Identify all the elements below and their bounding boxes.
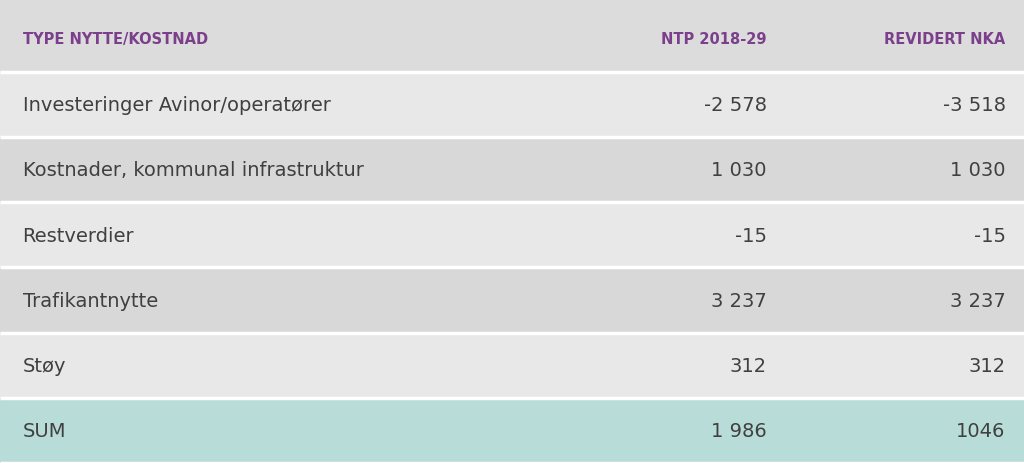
Bar (0, 268, 1024, 332)
Bar (0, 72, 1024, 137)
Text: Støy: Støy (23, 357, 66, 376)
Text: Kostnader, kommunal infrastruktur: Kostnader, kommunal infrastruktur (23, 162, 364, 181)
Text: -15: -15 (735, 226, 767, 245)
Bar (0, 398, 1024, 463)
Bar (0, 137, 1024, 202)
Text: 1 030: 1 030 (950, 162, 1006, 181)
Text: 312: 312 (969, 357, 1006, 376)
Text: Trafikantnytte: Trafikantnytte (23, 292, 158, 311)
Text: 1046: 1046 (956, 422, 1006, 441)
Text: Investeringer Avinor/operatører: Investeringer Avinor/operatører (23, 96, 331, 115)
Text: 312: 312 (730, 357, 767, 376)
Text: 3 237: 3 237 (950, 292, 1006, 311)
Text: REVIDERT NKA: REVIDERT NKA (885, 32, 1006, 47)
Text: 1 986: 1 986 (712, 422, 767, 441)
Text: 1 030: 1 030 (712, 162, 767, 181)
Text: TYPE NYTTE/KOSTNAD: TYPE NYTTE/KOSTNAD (23, 32, 208, 47)
Text: NTP 2018-29: NTP 2018-29 (662, 32, 767, 47)
Bar (0, 202, 1024, 268)
Text: -15: -15 (974, 226, 1006, 245)
Bar (0, 0, 1024, 72)
Text: SUM: SUM (23, 422, 66, 441)
Text: -2 578: -2 578 (703, 96, 767, 115)
Text: 3 237: 3 237 (712, 292, 767, 311)
Bar (0, 332, 1024, 398)
Text: -3 518: -3 518 (942, 96, 1006, 115)
Text: Restverdier: Restverdier (23, 226, 134, 245)
